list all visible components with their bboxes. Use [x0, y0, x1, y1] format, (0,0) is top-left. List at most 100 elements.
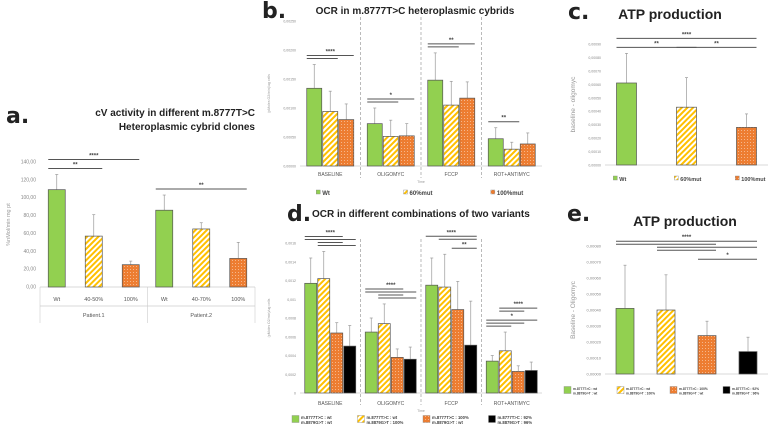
legend-swatch [403, 189, 408, 195]
legend-label: m.8777T>C : wt [626, 387, 651, 391]
bar [459, 97, 476, 167]
significance-label: * [726, 253, 729, 259]
legend-label: m.8777T>C : 100% [679, 387, 708, 391]
chart-b: 0,00000 0,00050 0,00100 0,00150 0,00200 0,002… [267, 17, 542, 197]
y-tick-label: 0,00060 [588, 83, 601, 87]
y-axis-label: (pMoles O2/min)/ug cells [267, 74, 271, 113]
y-tick-label: 0,00080 [588, 56, 601, 60]
panel-label-e: e. [567, 202, 591, 227]
bar [736, 127, 757, 166]
legend-label: m.8879G>T : 96% [732, 391, 759, 395]
legend-label: 100%mut [497, 191, 523, 197]
bar [438, 286, 452, 394]
category-label: OLIGOMYC [377, 172, 404, 178]
y-tick-label: 0,0014 [285, 260, 296, 264]
bar [377, 323, 391, 394]
y-tick-label: 0,001 [287, 298, 296, 302]
significance-label: ** [73, 163, 78, 169]
bar [464, 344, 478, 394]
group-label: Patient.2 [190, 313, 212, 319]
significance-label: ** [199, 183, 204, 189]
x-axis-label: Time [417, 409, 425, 413]
bar [364, 331, 378, 394]
y-tick-label: 0,00100 [283, 107, 296, 111]
category-label: BASELINE [318, 401, 343, 407]
y-tick-label: 60,00 [23, 231, 36, 237]
bar [330, 332, 344, 394]
legend-label: m.8879G>T : wt [573, 391, 598, 395]
legend-label: m.8777T>C : 100% [432, 415, 469, 420]
bar [524, 370, 538, 394]
legend-swatch [735, 175, 740, 181]
legend-label: Wt [322, 191, 330, 197]
bar [738, 351, 758, 375]
y-tick-label: 0,0002 [285, 373, 296, 377]
bar [155, 209, 174, 288]
bar [398, 135, 415, 167]
bar [443, 104, 460, 167]
panel-label-c: c. [568, 0, 590, 25]
y-tick-label: 0,00030 [587, 324, 602, 329]
bar [390, 357, 404, 394]
chart-e-title: ATP production [633, 213, 737, 229]
panel-label-b: b. [262, 0, 287, 24]
chart-d: 0 0,0002 0,0004 0,0006 0,0008 0,001 0,0012 0,00… [267, 230, 542, 425]
y-tick-label: 0,00010 [587, 356, 602, 361]
legend-label: m.8879G>T : wt [301, 420, 332, 425]
y-axis-label: baseline - oligomyc [570, 76, 577, 132]
bar [451, 309, 465, 394]
legend-label: 60%mut [680, 177, 701, 183]
chart-c-title: ATP production [618, 6, 722, 22]
y-tick-label: 0,00040 [587, 308, 602, 313]
bar [322, 111, 339, 167]
bar [121, 264, 140, 288]
legend-swatch [316, 189, 321, 195]
legend-swatch [722, 386, 731, 394]
legend-swatch [563, 386, 572, 394]
legend-label: Wt [619, 177, 626, 183]
y-tick-label: 0,00200 [283, 49, 296, 53]
group-label: Patient.1 [83, 313, 105, 319]
category-label: FCCP [444, 172, 458, 178]
chart-a: 0,00 20,00 40,00 60,00 80,00 100,00 120,00 140,… [6, 154, 256, 323]
legend-label: m.8777T>C : wt [301, 415, 332, 420]
bar [487, 138, 504, 167]
bar [382, 136, 399, 167]
bar [343, 345, 357, 394]
legend-swatch [669, 386, 678, 394]
bar-label: 100% [231, 297, 245, 303]
significance-label: ** [501, 116, 506, 122]
bar [427, 79, 444, 167]
bar [697, 335, 717, 375]
y-tick-label: 0,00010 [588, 150, 601, 154]
y-tick-label: 0,00050 [588, 96, 601, 100]
legend-swatch [291, 415, 300, 423]
y-tick-label: 0,00 [26, 285, 36, 291]
legend-swatch [490, 189, 496, 195]
significance-label: * [511, 314, 514, 320]
chart-c: 0,00000 0,00010 0,00020 0,00030 0,00040 0,000… [570, 32, 768, 183]
legend-swatch [613, 175, 618, 181]
category-label: OLIGOMYC [377, 401, 404, 407]
bar [306, 87, 323, 167]
y-tick-label: 20,00 [23, 267, 36, 273]
y-tick-label: 0,00020 [588, 137, 601, 141]
legend-swatch [488, 415, 496, 423]
category-label: ROT+ANTIMYC [494, 401, 530, 407]
y-axis-label: %nMol/min mg pt [6, 203, 12, 246]
significance-label: ** [462, 242, 467, 248]
bar [615, 308, 635, 375]
legend-label: m.8777T>C : 92% [732, 387, 759, 391]
y-tick-label: 40,00 [23, 249, 36, 255]
bar [403, 358, 417, 394]
y-tick-label: 0,0006 [285, 335, 296, 339]
category-label: BASELINE [318, 172, 343, 178]
y-tick-label: 0,00030 [588, 123, 601, 127]
chart-a-title-line-1: cV activity in different m.8777T>C [95, 108, 255, 119]
significance-label: * [390, 93, 393, 99]
y-tick-label: 0,00060 [587, 276, 602, 281]
legend-swatch [422, 415, 431, 423]
y-tick-label: 0,00080 [587, 244, 602, 249]
legend-label: m.8777T>C : wt [367, 415, 398, 420]
significance-label: ** [714, 41, 719, 47]
